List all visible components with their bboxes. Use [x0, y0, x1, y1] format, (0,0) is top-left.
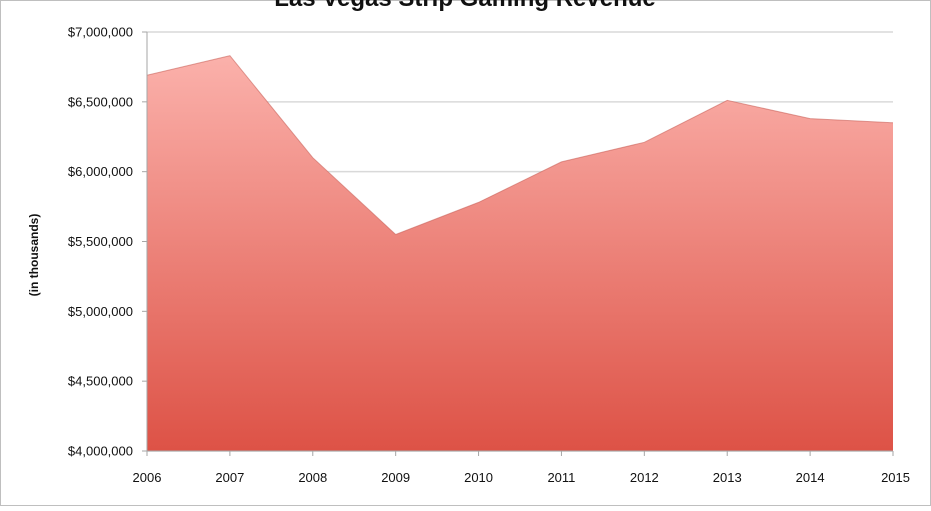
- y-tick-label: $5,000,000: [68, 304, 133, 319]
- y-tick-label: $7,000,000: [68, 25, 133, 40]
- x-tick-label: 2015: [881, 470, 910, 485]
- x-tick-label: 2011: [547, 470, 575, 485]
- x-tick-label: 2008: [298, 470, 327, 485]
- x-tick-label: 2012: [630, 470, 659, 485]
- x-tick-label: 2007: [215, 470, 244, 485]
- x-tick-label: 2006: [133, 470, 162, 485]
- x-tick-label: 2014: [796, 470, 825, 485]
- x-tick-label: 2010: [464, 470, 493, 485]
- x-tick-label: 2009: [381, 470, 410, 485]
- y-tick-label: $4,500,000: [68, 374, 133, 389]
- y-tick-label: $4,000,000: [68, 444, 133, 459]
- y-tick-label: $6,000,000: [68, 164, 133, 179]
- x-tick-label: 2013: [713, 470, 742, 485]
- y-axis-label: (in thousands): [27, 214, 41, 297]
- chart-title: Las Vegas Strip Gaming Revenue: [274, 0, 655, 12]
- y-tick-label: $6,500,000: [68, 94, 133, 109]
- y-tick-label: $5,500,000: [68, 234, 133, 249]
